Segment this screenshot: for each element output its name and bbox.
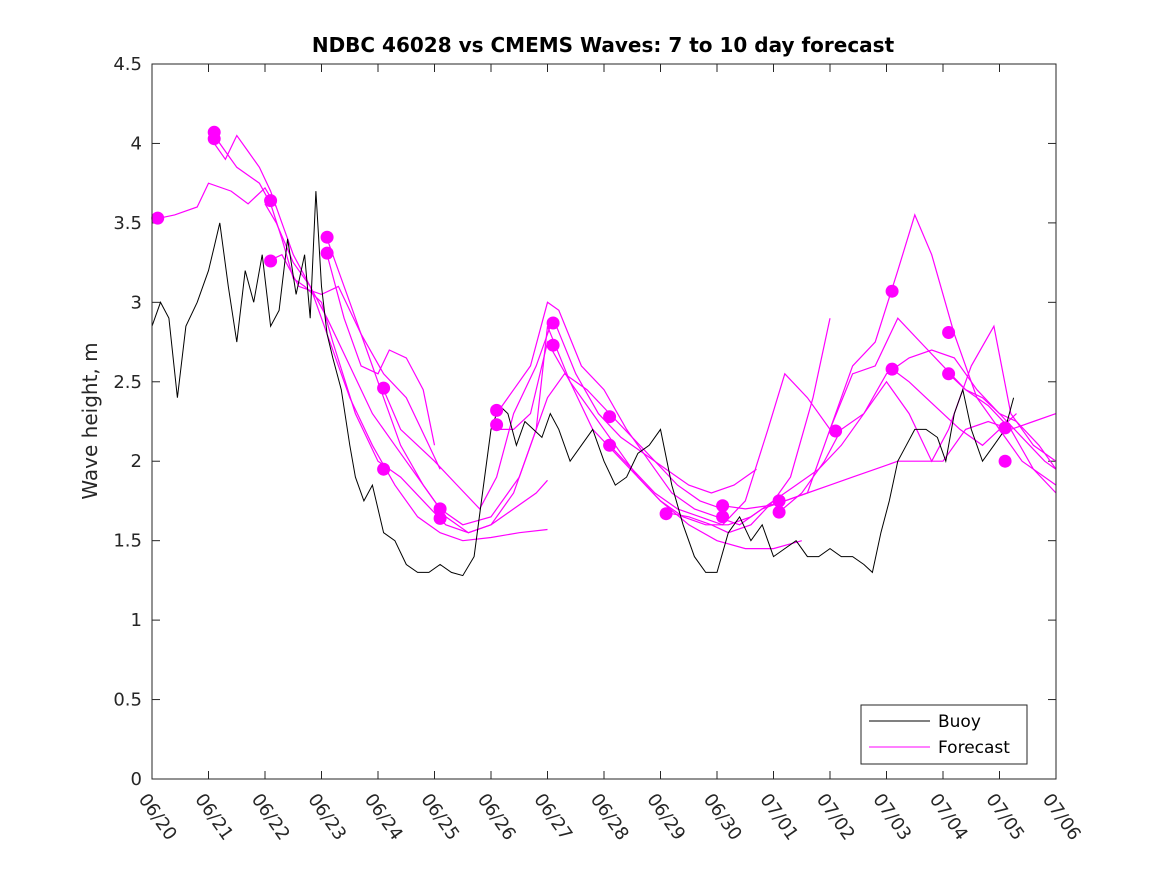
forecast-line [778,324,1057,513]
forecast-marker [716,510,730,524]
legend-box [860,704,1028,765]
plot-series [151,125,1057,577]
forecast-marker [490,418,504,432]
x-tick-label: 06/24 [360,790,407,845]
forecast-marker [377,381,391,395]
x-tick-label: 07/05 [981,790,1028,845]
legend: Buoy Forecast [860,704,1028,765]
y-tick-label: 3.5 [113,213,142,234]
forecast-marker [998,454,1012,468]
forecast-line [948,373,1057,470]
forecast-marker [885,284,899,298]
x-tick-label: 07/03 [868,790,915,845]
forecast-marker [264,194,278,208]
forecast-line [891,368,1017,447]
y-tick-label: 0.5 [113,690,142,711]
forecast-marker [716,499,730,513]
forecast-marker [377,462,391,476]
forecast-line [383,316,757,510]
y-tick-label: 3 [131,292,142,313]
x-tick-label: 07/01 [755,790,802,845]
x-tick-label: 06/21 [190,790,237,845]
forecast-marker [942,326,956,339]
x-tick-label: 06/27 [529,790,576,845]
forecast-marker [207,132,221,146]
forecast-marker [885,362,899,376]
x-tick-label: 06/30 [699,790,746,845]
forecast-marker [433,502,447,516]
x-tick-label: 07/06 [1038,790,1085,845]
plot-area-frame [151,63,1057,780]
legend-buoy-label: Buoy [938,712,981,732]
x-tick-label: 06/20 [134,790,181,845]
forecast-line [496,301,1057,526]
forecast-marker [659,507,673,521]
x-tick-label: 06/25 [416,790,463,845]
forecast-marker [942,367,956,381]
y-tick-label: 4.5 [113,54,142,75]
forecast-line [326,254,436,446]
forecast-marker [320,246,334,260]
forecast-marker [546,338,560,352]
y-axis-label: Wave height, m [78,342,102,499]
forecast-line [609,213,1057,526]
x-tick-label: 06/29 [642,790,689,845]
y-tick-label: 2 [131,451,142,472]
x-tick-label: 06/22 [247,790,294,845]
x-tick-label: 07/04 [925,790,972,845]
x-tick-label: 07/02 [812,790,859,845]
forecast-marker [772,494,786,508]
y-tick-label: 1.5 [113,531,142,552]
buoy-series [151,191,1015,577]
forecast-marker [433,511,447,525]
x-tick-label: 06/28 [586,790,633,845]
forecast-marker [603,410,617,424]
forecast-marker [151,211,165,225]
buoy-line [151,191,1015,577]
y-tick-label: 4 [131,133,142,154]
forecast-line [671,318,831,534]
forecast-line [151,182,277,221]
forecast-marker [320,230,334,244]
forecast-line [264,253,441,470]
forecast-line [326,238,802,550]
forecast-markers [151,125,1012,525]
forecast-marker [829,424,843,438]
forecast-marker [490,403,504,417]
forecast-line [264,203,723,526]
forecast-marker [998,421,1012,435]
forecast-marker [603,438,617,452]
forecast-marker [264,254,278,268]
forecast-marker [546,316,560,330]
legend-forecast-label: Forecast [938,738,1010,758]
forecast-marker [772,505,786,519]
forecast-series [151,134,1057,550]
x-tick-label: 06/23 [303,790,350,845]
x-tick-label: 06/26 [473,790,520,845]
forecast-line [213,134,548,542]
y-tick-label: 2.5 [113,372,142,393]
y-axis-ticks: 0 0.5 1 1.5 2 2.5 3 3.5 4 4.5 [113,54,1056,790]
y-tick-label: 0 [131,769,142,790]
chart-title: NDBC 46028 vs CMEMS Waves: 7 to 10 day f… [312,33,895,57]
y-tick-label: 1 [131,610,142,631]
